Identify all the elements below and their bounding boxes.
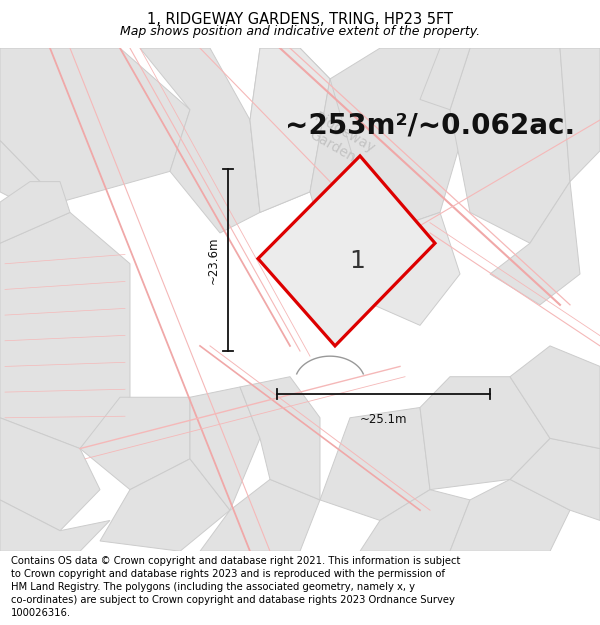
Polygon shape (250, 48, 330, 212)
Polygon shape (0, 141, 60, 212)
Polygon shape (250, 48, 330, 212)
Polygon shape (420, 377, 550, 489)
Polygon shape (258, 156, 435, 346)
Polygon shape (100, 459, 230, 551)
Text: ~253m²/~0.062ac.: ~253m²/~0.062ac. (285, 111, 575, 139)
Polygon shape (450, 48, 570, 243)
Polygon shape (0, 48, 190, 202)
Text: 1: 1 (349, 249, 365, 273)
Text: 1, RIDGEWAY GARDENS, TRING, HP23 5FT: 1, RIDGEWAY GARDENS, TRING, HP23 5FT (147, 12, 453, 27)
Polygon shape (350, 213, 460, 326)
Text: Map shows position and indicative extent of the property.: Map shows position and indicative extent… (120, 24, 480, 38)
Polygon shape (310, 79, 380, 264)
Polygon shape (140, 48, 260, 233)
Text: co-ordinates) are subject to Crown copyright and database rights 2023 Ordnance S: co-ordinates) are subject to Crown copyr… (11, 595, 455, 605)
Polygon shape (510, 346, 600, 449)
Polygon shape (360, 489, 470, 551)
Polygon shape (200, 479, 320, 551)
Polygon shape (0, 500, 110, 551)
Polygon shape (190, 387, 260, 510)
Text: HM Land Registry. The polygons (including the associated geometry, namely x, y: HM Land Registry. The polygons (includin… (11, 582, 415, 592)
Text: Contains OS data © Crown copyright and database right 2021. This information is : Contains OS data © Crown copyright and d… (11, 556, 460, 566)
Polygon shape (240, 377, 320, 500)
Polygon shape (0, 418, 100, 531)
Polygon shape (560, 48, 600, 182)
Text: Ridgeway
Gardens: Ridgeway Gardens (303, 110, 377, 171)
Polygon shape (80, 398, 190, 489)
Polygon shape (490, 182, 580, 305)
Polygon shape (0, 213, 130, 449)
Polygon shape (310, 48, 470, 233)
Polygon shape (320, 408, 430, 521)
Polygon shape (510, 438, 600, 521)
Text: ~23.6m: ~23.6m (207, 236, 220, 284)
Polygon shape (0, 182, 70, 243)
Polygon shape (450, 479, 570, 551)
Text: ~25.1m: ~25.1m (360, 412, 407, 426)
Text: 100026316.: 100026316. (11, 608, 71, 618)
Polygon shape (420, 48, 470, 110)
Text: to Crown copyright and database rights 2023 and is reproduced with the permissio: to Crown copyright and database rights 2… (11, 569, 445, 579)
